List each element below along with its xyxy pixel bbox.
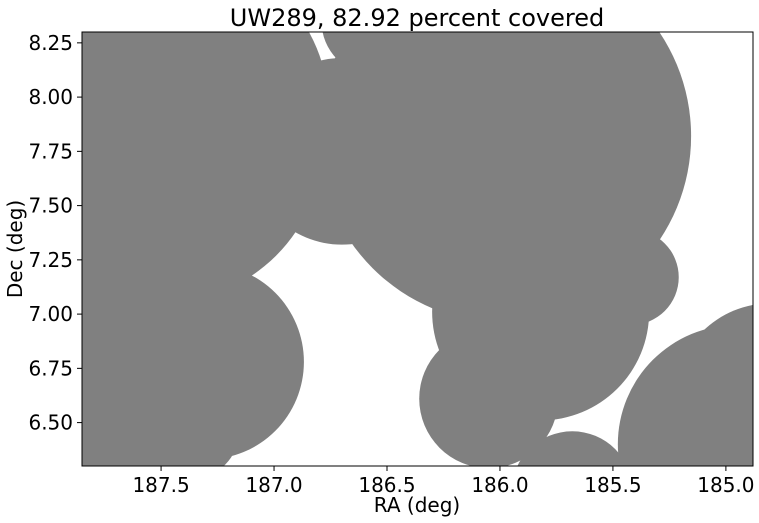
y-tick-label: 8.25 <box>28 31 73 55</box>
y-tick-label: 7.25 <box>28 248 73 272</box>
y-tick-label: 8.00 <box>28 85 73 109</box>
coverage-circle-10 <box>82 405 200 466</box>
coverage-circle-18 <box>322 32 429 76</box>
x-axis-label: RA (deg) <box>374 493 460 517</box>
coverage-circle-15 <box>517 431 628 466</box>
chart-title: UW289, 82.92 percent covered <box>230 4 604 32</box>
y-axis: 6.50 6.75 7.00 7.25 7.50 7.75 8.00 8.25 <box>28 31 82 435</box>
x-tick-label: 185.0 <box>697 473 754 497</box>
coverage-circle-13 <box>438 142 630 334</box>
x-tick-label: 185.5 <box>584 473 641 497</box>
x-tick-label: 186.5 <box>358 473 415 497</box>
y-tick-label: 7.00 <box>28 302 73 326</box>
plot-frame <box>81 31 754 467</box>
x-axis: 187.5 187.0 186.5 186.0 185.5 185.0 <box>132 466 755 497</box>
coverage-circle-17 <box>673 304 753 466</box>
x-tick-label: 186.0 <box>471 473 528 497</box>
y-tick-label: 6.50 <box>28 411 73 435</box>
y-tick-label: 6.75 <box>28 356 73 380</box>
y-tick-label: 7.75 <box>28 139 73 163</box>
coverage-circle-8 <box>218 294 284 360</box>
x-tick-label: 187.5 <box>132 473 189 497</box>
coverage-circle-14 <box>419 329 559 466</box>
y-tick-label: 7.50 <box>28 194 73 218</box>
y-axis-label: Dec (deg) <box>3 200 27 298</box>
x-tick-label: 187.0 <box>245 473 302 497</box>
